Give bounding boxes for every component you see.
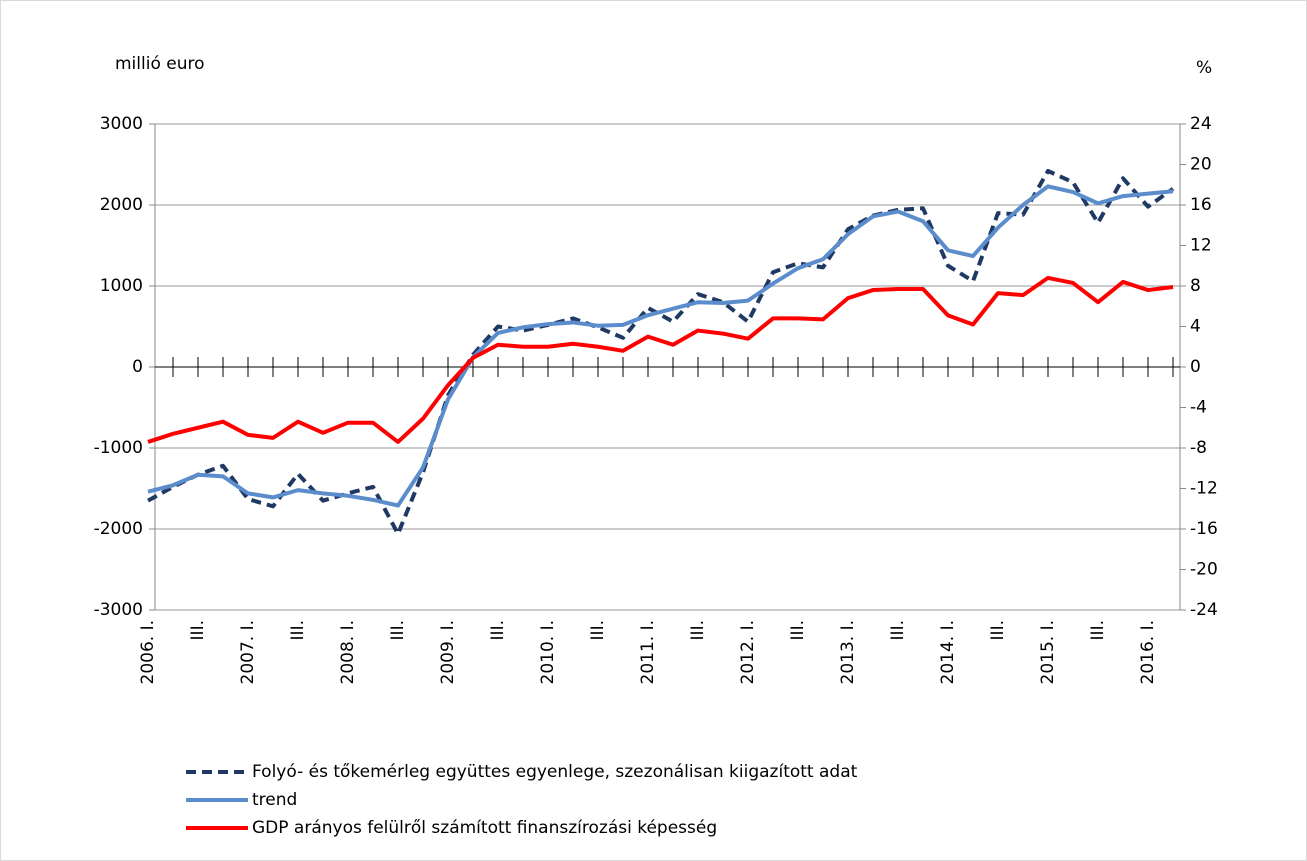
y2-tick-label: -4 <box>1190 398 1207 418</box>
x-tick-label: III. <box>688 620 708 640</box>
y2-tick-label: -8 <box>1190 438 1207 458</box>
series-line <box>147 275 1174 444</box>
x-tick-label: 2012. I. <box>738 620 758 685</box>
y-tick-label: -1000 <box>94 438 143 458</box>
legend-label: GDP arányos felülről számított finanszír… <box>252 818 717 838</box>
x-tick-label: 2011. I. <box>638 620 658 685</box>
x-tick-label: 2009. I. <box>438 620 458 685</box>
x-tick-label: III. <box>788 620 808 640</box>
y-axis-label: millió euro <box>115 54 205 74</box>
x-tick-label: 2007. I. <box>238 620 258 685</box>
y2-tick-label: 12 <box>1190 236 1212 256</box>
y2-tick-label: -20 <box>1190 560 1218 580</box>
y2-tick-label: 8 <box>1190 276 1201 296</box>
y2-tick-label: 0 <box>1190 357 1201 377</box>
y2-tick-label: 4 <box>1190 317 1201 337</box>
x-tick-label: III. <box>388 620 408 640</box>
y2-tick-label: -24 <box>1190 600 1218 620</box>
y2-axis-label: % <box>1196 58 1212 78</box>
y2-tick-label: -12 <box>1190 479 1218 499</box>
y2-tick-label: -16 <box>1190 519 1218 539</box>
x-tick-label: 2015. I. <box>1038 620 1058 685</box>
x-tick-label: 2014. I. <box>938 620 958 685</box>
x-tick-label: 2013. I. <box>838 620 858 685</box>
legend-label: Folyó- és tőkemérleg együttes egyenlege,… <box>252 762 858 782</box>
y2-tick-label: 20 <box>1190 155 1212 175</box>
x-tick-label: 2008. I. <box>338 620 358 685</box>
series-line <box>147 184 1174 508</box>
x-tick-label: 2016. I. <box>1138 620 1158 685</box>
x-tick-label: 2010. I. <box>538 620 558 685</box>
x-tick-label: III. <box>188 620 208 640</box>
y-tick-label: -2000 <box>94 519 143 539</box>
y-tick-label: 2000 <box>100 195 143 215</box>
y-tick-label: 1000 <box>100 276 143 296</box>
legend-label: trend <box>252 790 297 810</box>
x-tick-label: III. <box>988 620 1008 640</box>
x-tick-label: 2006. I. <box>138 620 158 685</box>
y2-tick-label: 16 <box>1190 195 1212 215</box>
x-tick-label: III. <box>588 620 608 640</box>
x-tick-label: III. <box>488 620 508 640</box>
x-tick-label: III. <box>288 620 308 640</box>
y-tick-label: -3000 <box>94 600 143 620</box>
x-tick-label: III. <box>1088 620 1108 640</box>
y-tick-label: 0 <box>132 357 143 377</box>
y-tick-label: 3000 <box>100 114 143 134</box>
x-tick-label: III. <box>888 620 908 640</box>
y2-tick-label: 24 <box>1190 114 1212 134</box>
